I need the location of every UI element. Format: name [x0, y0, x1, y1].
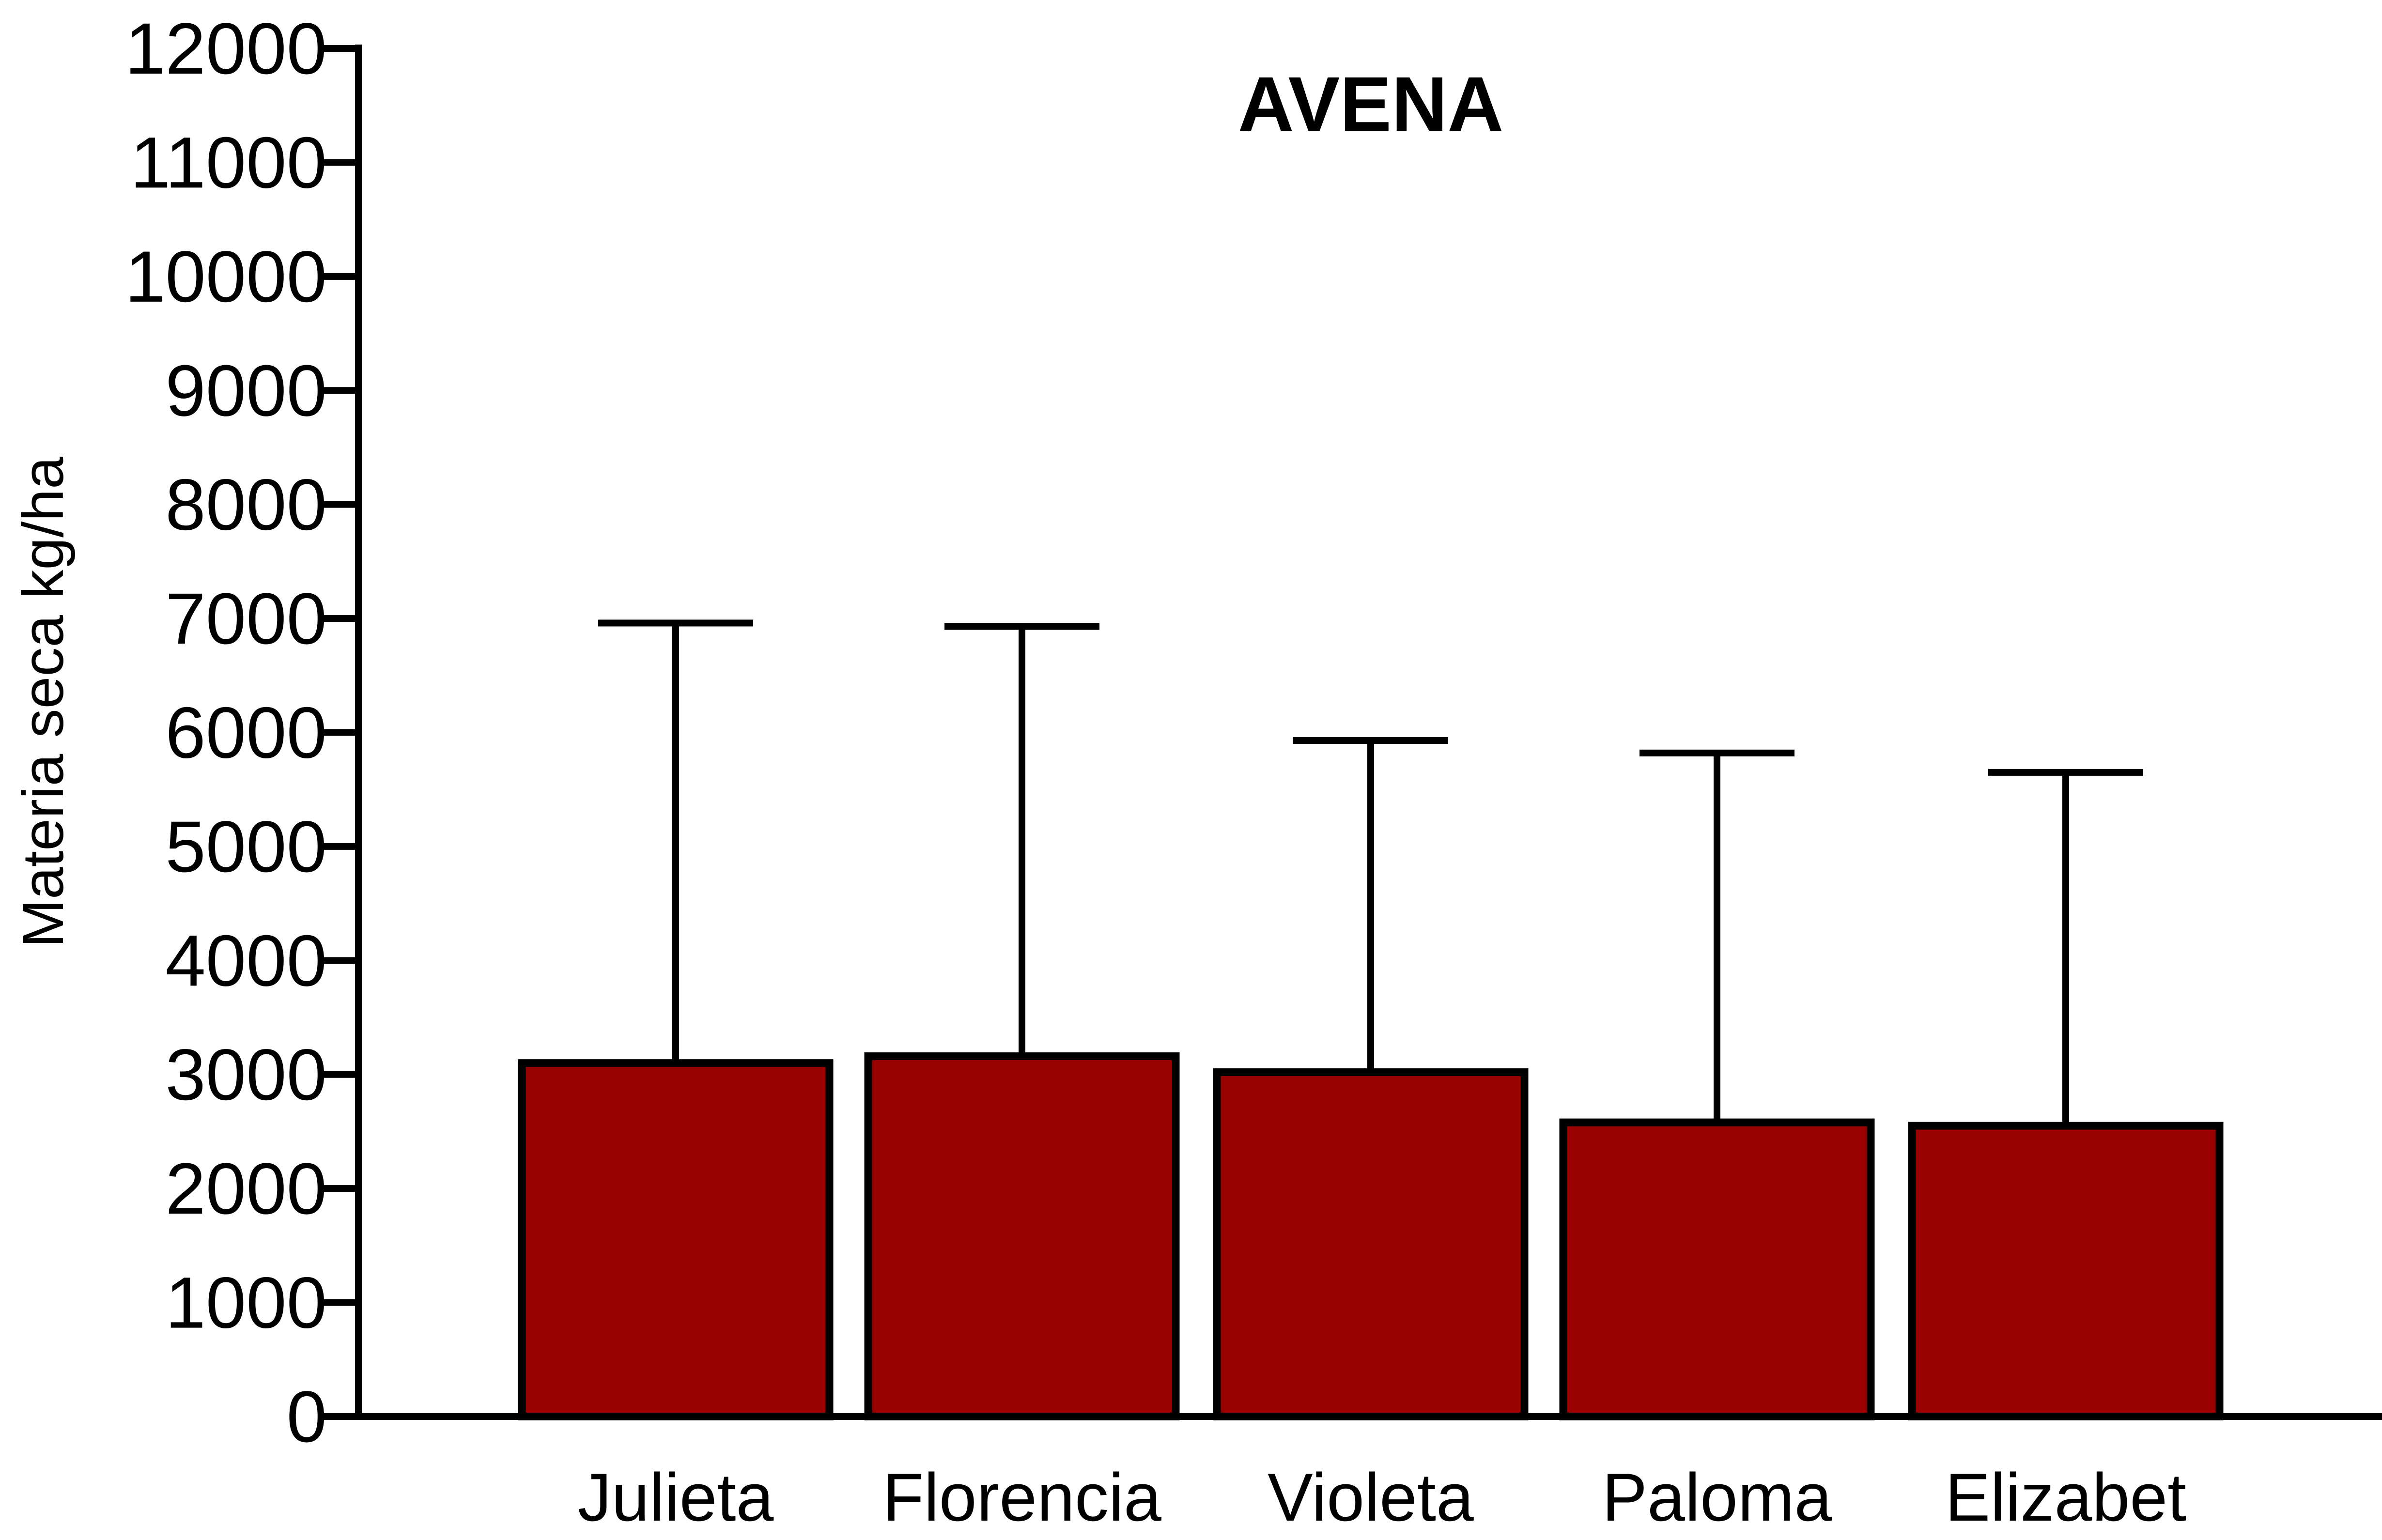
x-tick-label: Julieta [578, 1459, 774, 1535]
error-bar-julieta [598, 619, 753, 1063]
y-tick-label: 2000 [165, 1148, 327, 1229]
bar-elizabet [1908, 1122, 2224, 1420]
y-tick-label: 7000 [165, 578, 327, 659]
y-tick-label: 9000 [165, 350, 327, 431]
y-tick-label: 10000 [125, 236, 327, 317]
y-tick-label: 4000 [165, 920, 327, 1001]
error-bar-elizabet [1988, 769, 2143, 1126]
y-tick-label: 5000 [165, 806, 327, 887]
y-tick-label: 0 [287, 1376, 327, 1457]
error-bar-violeta [1293, 737, 1448, 1073]
x-tick-label: Florencia [882, 1459, 1161, 1535]
y-tick-label: 3000 [165, 1034, 327, 1115]
bar-paloma [1559, 1118, 1875, 1420]
bar-violeta [1213, 1068, 1529, 1421]
y-tick-label: 12000 [125, 8, 327, 89]
y-tick-label: 6000 [165, 692, 327, 773]
x-tick-label: Paloma [1602, 1459, 1832, 1535]
error-bar-florencia [944, 623, 1099, 1057]
x-tick-label: Violeta [1268, 1459, 1474, 1535]
bar-julieta [518, 1059, 834, 1420]
y-tick-label: 11000 [130, 122, 327, 203]
bar-florencia [864, 1052, 1180, 1420]
chart-title: AVENA [1238, 61, 1503, 147]
y-tick-label: 1000 [165, 1262, 327, 1343]
x-tick-label: Elizabet [1945, 1459, 2186, 1535]
y-tick-label: 8000 [165, 464, 327, 545]
error-bar-paloma [1640, 749, 1794, 1123]
y-axis-title: Materia seca kg/ha [11, 457, 76, 948]
